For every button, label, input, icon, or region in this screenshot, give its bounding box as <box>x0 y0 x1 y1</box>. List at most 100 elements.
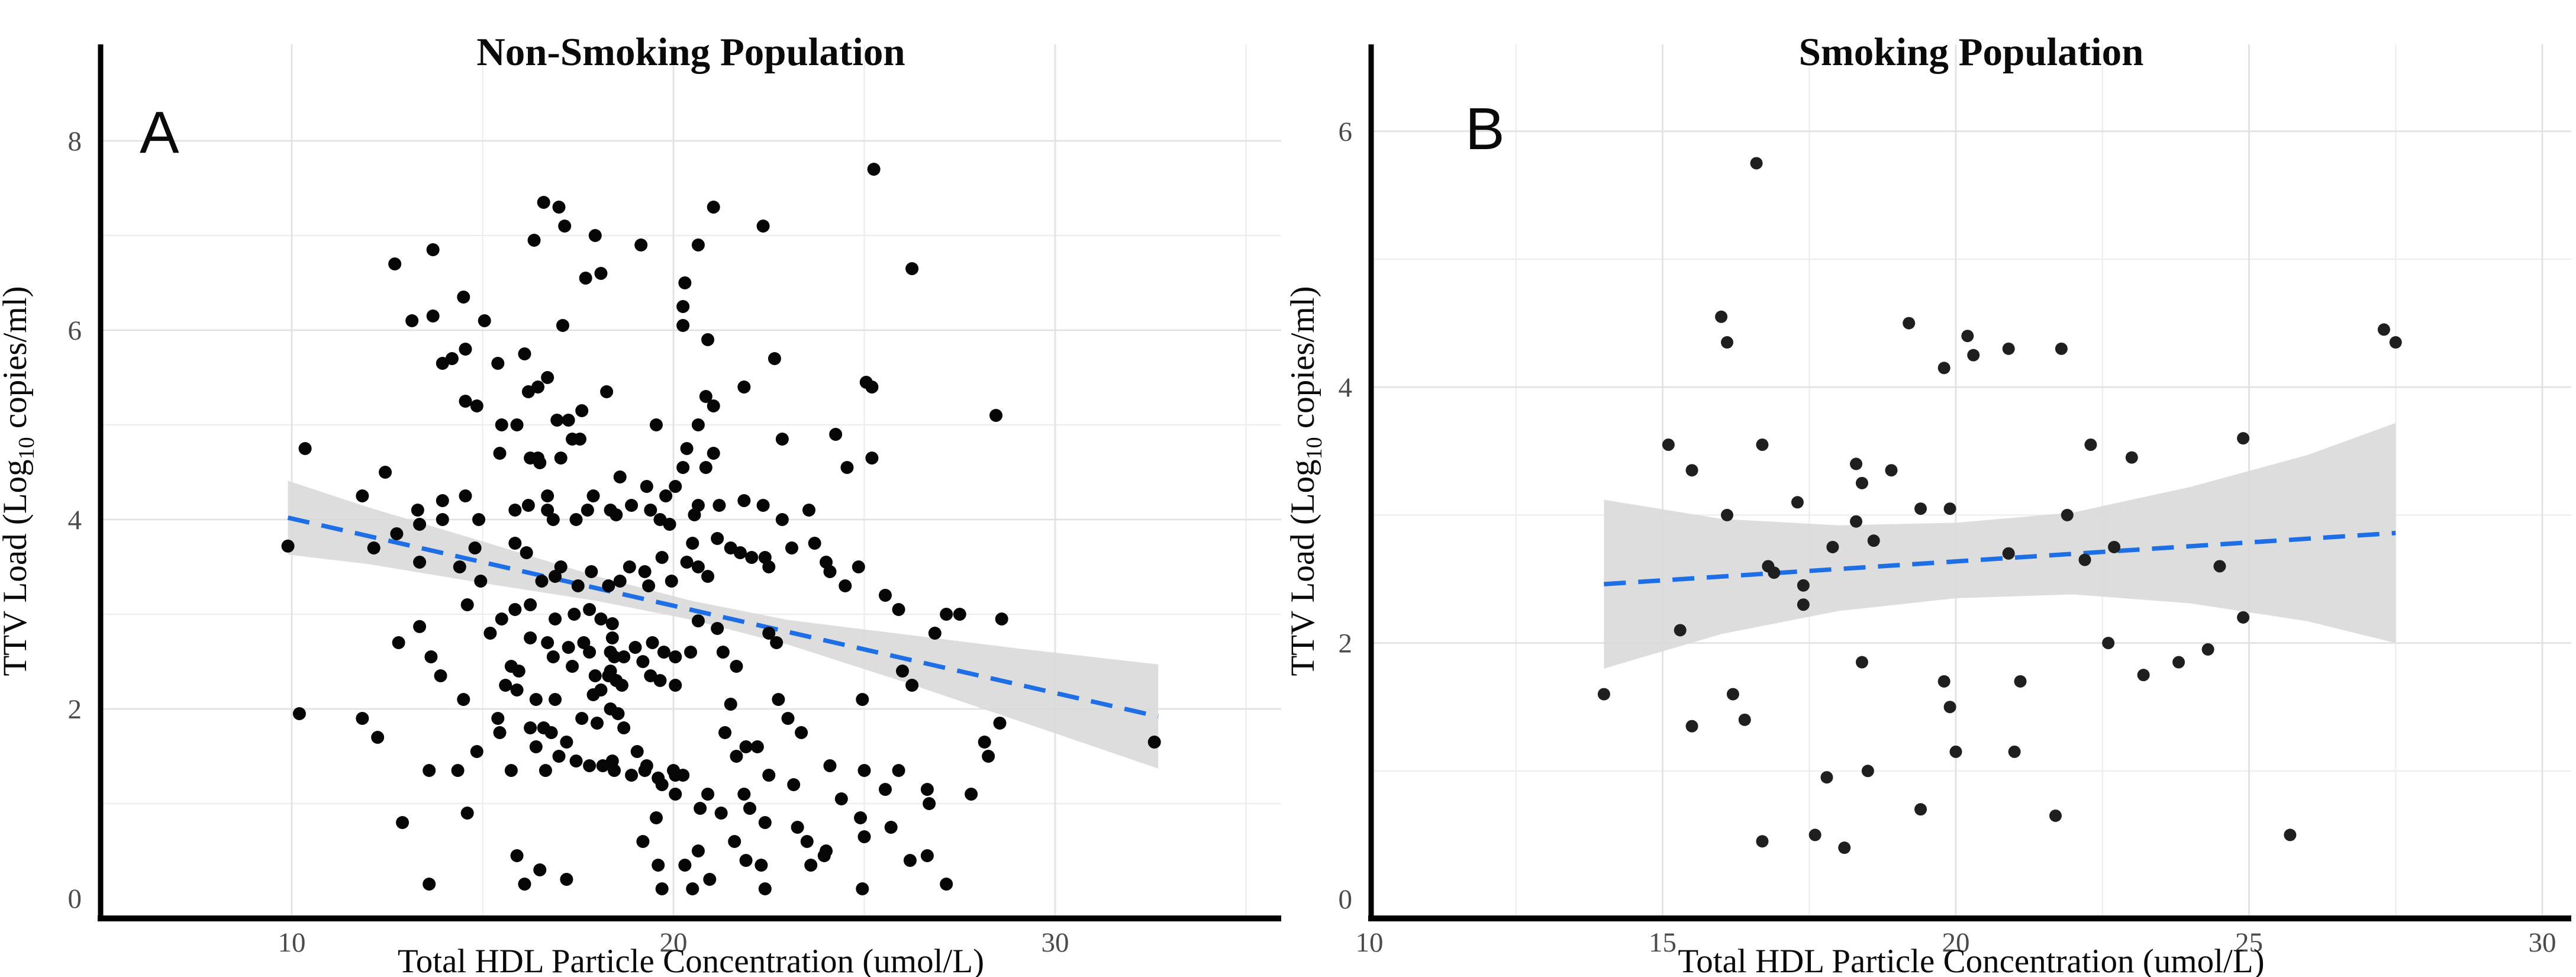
data-point <box>781 712 795 725</box>
data-point <box>426 243 440 256</box>
data-point <box>521 499 535 512</box>
data-point <box>575 712 589 725</box>
data-point <box>625 769 639 782</box>
data-point <box>605 631 619 644</box>
data-point <box>669 480 682 493</box>
data-point <box>1662 438 1675 451</box>
data-point <box>483 627 497 640</box>
data-point <box>2049 809 2062 822</box>
data-point <box>605 617 619 630</box>
data-point <box>423 878 436 891</box>
data-point <box>508 537 522 550</box>
data-point <box>613 470 627 483</box>
data-point <box>1797 598 1810 611</box>
data-point <box>714 807 728 820</box>
data-point <box>356 712 369 725</box>
data-point <box>892 764 905 777</box>
data-point <box>691 418 705 431</box>
data-point <box>625 499 639 512</box>
x-axis-title: Total HDL Particle Concentration (umol/L… <box>398 943 984 977</box>
data-point <box>652 859 665 872</box>
data-point <box>591 717 604 730</box>
data-point <box>512 665 525 678</box>
data-point <box>468 541 482 554</box>
data-point <box>617 650 631 663</box>
data-point <box>605 754 619 768</box>
data-point <box>678 859 692 872</box>
data-point <box>493 726 507 739</box>
data-point <box>1861 765 1874 778</box>
data-point <box>552 750 566 763</box>
data-point <box>795 726 808 739</box>
data-point <box>928 627 942 640</box>
data-point <box>739 740 753 753</box>
data-point <box>787 778 801 791</box>
data-point <box>569 513 583 526</box>
data-point <box>982 750 995 763</box>
data-point <box>653 674 667 687</box>
data-point <box>518 878 531 891</box>
data-point <box>529 740 543 753</box>
data-point <box>686 882 699 895</box>
data-point <box>392 636 405 649</box>
panel-a-chart: 10 20 30 0 2 4 6 8 Non-Smoking Population Total H… <box>0 30 1281 977</box>
regression-trend-line <box>1604 530 2396 586</box>
data-point <box>549 570 562 583</box>
data-point <box>701 333 715 346</box>
data-point <box>495 612 508 625</box>
data-point <box>665 575 678 588</box>
data-point <box>495 418 508 431</box>
data-point <box>470 745 483 758</box>
data-point <box>743 802 756 815</box>
data-point <box>758 816 772 829</box>
data-point <box>608 650 621 663</box>
data-point <box>1791 496 1804 509</box>
data-point <box>1685 720 1698 733</box>
data-point <box>756 220 770 233</box>
data-point <box>1943 701 1956 714</box>
panel-letter: A <box>140 99 179 166</box>
data-point <box>730 660 743 673</box>
data-point <box>642 579 656 592</box>
data-point <box>856 882 869 895</box>
data-point <box>426 309 440 323</box>
data-point <box>1808 828 1821 841</box>
data-point <box>535 575 549 588</box>
data-point <box>424 650 438 663</box>
data-point <box>823 565 837 578</box>
data-point <box>371 731 385 744</box>
x-tick-label: 30 <box>2529 927 2556 958</box>
data-point <box>804 859 818 872</box>
data-point <box>1914 502 1927 515</box>
data-point <box>892 603 905 616</box>
data-point <box>707 201 720 214</box>
regression-trend-line <box>287 515 1159 719</box>
data-point <box>451 764 465 777</box>
data-point <box>669 650 682 663</box>
data-point <box>524 598 537 611</box>
data-point <box>472 513 486 526</box>
data-point <box>577 636 591 649</box>
data-point <box>560 873 573 886</box>
data-point <box>865 381 879 394</box>
data-point <box>556 319 569 332</box>
data-point <box>800 835 814 848</box>
data-point <box>634 238 648 251</box>
data-point <box>586 489 600 502</box>
data-point <box>2389 336 2402 349</box>
data-point <box>1756 438 1769 451</box>
data-point <box>2172 656 2185 669</box>
data-point <box>554 452 568 465</box>
data-point <box>541 636 554 649</box>
data-point <box>878 589 892 602</box>
data-point <box>691 844 705 857</box>
data-point <box>638 565 652 578</box>
data-point <box>554 560 568 573</box>
data-point <box>636 655 650 668</box>
data-point <box>388 257 402 270</box>
data-point <box>750 740 764 753</box>
data-point <box>867 163 881 176</box>
data-point <box>2014 675 2027 688</box>
data-point <box>1820 771 1833 784</box>
data-point <box>600 385 614 398</box>
